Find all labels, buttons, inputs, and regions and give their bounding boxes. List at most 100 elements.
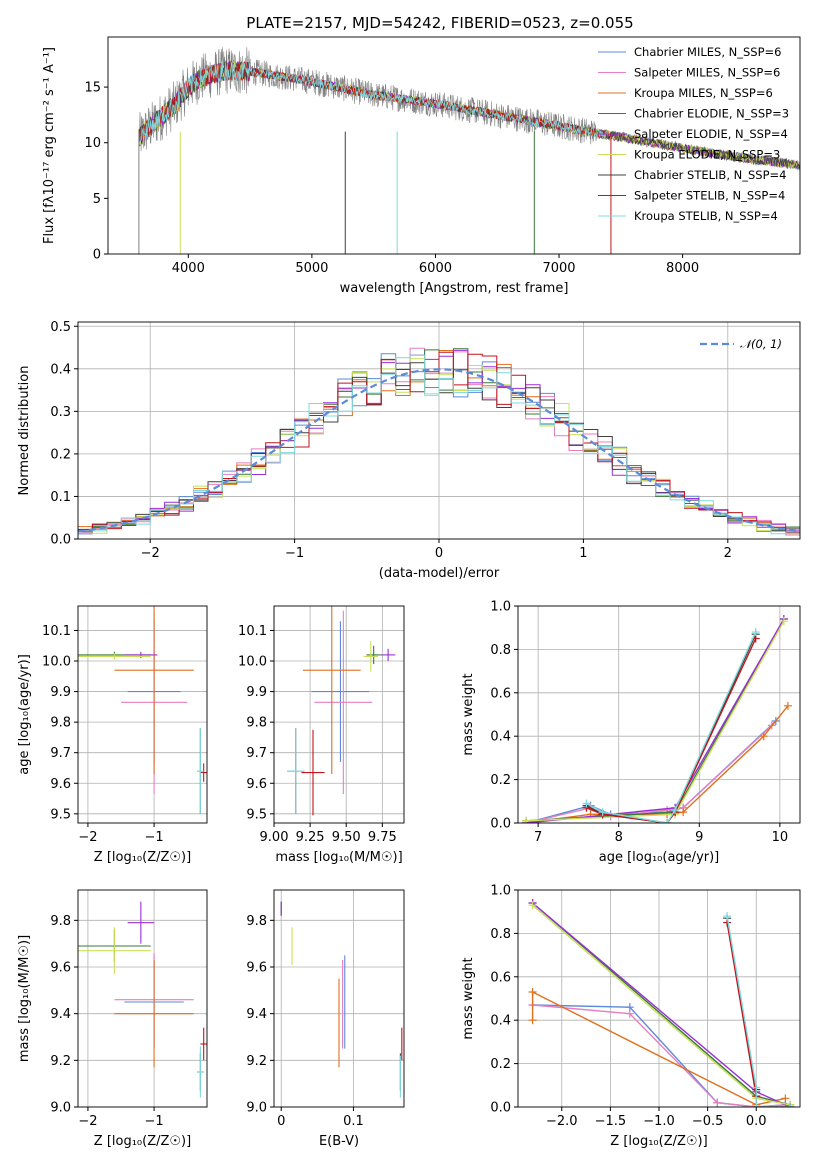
- series-chabrier-stelib: [586, 633, 757, 823]
- marker-kroupa-stelib: [723, 912, 732, 921]
- x-tick-label: −1.5: [595, 1114, 627, 1129]
- y-tick-label: 10.0: [42, 655, 71, 670]
- axes-frame: [77, 321, 801, 540]
- x-tick-label: 10: [772, 830, 789, 845]
- y-tick-label: 9.6: [50, 777, 71, 792]
- x-axis-label: Z [log₁₀(Z/Z☉)]: [94, 1134, 191, 1149]
- x-tick-label: 7000: [542, 261, 575, 276]
- y-tick-label: 0.8: [490, 927, 511, 942]
- x-tick-label: −2: [141, 546, 160, 561]
- y-tick-label: 0.6: [490, 686, 511, 701]
- normal-curve: [78, 368, 800, 533]
- marker-kroupa-stelib: [671, 805, 680, 814]
- x-tick-label: 9.25: [296, 830, 325, 845]
- error-bars: [280, 901, 403, 1098]
- legend-label: Kroupa MILES, N_SSP=6: [634, 86, 773, 100]
- y-tick-label: 9.8: [50, 914, 71, 929]
- y-tick-label: 9.6: [246, 777, 267, 792]
- y-axis-label: Normed distribution: [17, 366, 32, 496]
- marker-salpeter-miles: [713, 1098, 722, 1107]
- chart-4: 7 8 9 10 0.0 0.2 0.4 0.6 0.8 1.0 age [log₁₀(age/yr…: [461, 600, 801, 865]
- y-tick-label: 9.7: [50, 746, 71, 761]
- chart-6: 0 0.1 9.0 9.2 9.4 9.6 9.8 E(B-V): [246, 889, 405, 1149]
- series-salpeter-stelib: [586, 638, 757, 823]
- marker-kroupa-miles: [759, 732, 768, 741]
- x-tick-label: 9.00: [260, 830, 289, 845]
- y-tick-label: 0.1: [50, 490, 71, 505]
- marker-kroupa-stelib: [752, 1103, 761, 1107]
- error-bars: [78, 901, 207, 1098]
- marker-kroupa-miles: [781, 1094, 790, 1103]
- legend-label: Chabrier STELIB, N_SSP=4: [634, 168, 786, 182]
- y-axis-label: Flux [fλ10⁻¹⁷ erg cm⁻² s⁻¹ A⁻¹]: [42, 47, 57, 244]
- y-tick-label: 9.7: [246, 746, 267, 761]
- marker-kroupa-stelib: [752, 1083, 761, 1092]
- x-axis-label: (data-model)/error: [379, 566, 500, 581]
- x-tick-label: −0.5: [692, 1114, 724, 1129]
- chart-0: 4000 5000 6000 7000 8000 0 5 10 15 wavelength [An…: [42, 36, 801, 296]
- y-tick-label: 9.2: [246, 1054, 267, 1069]
- chart-7: −2.0 −1.5 −1.0 −0.5 0.0 0.0 0.2 0.4 0.6 0.8 1.0 Z […: [461, 884, 801, 1149]
- marker-kroupa-stelib: [751, 628, 760, 637]
- marker-kroupa-stelib: [786, 1103, 795, 1107]
- x-tick-label: 5000: [295, 261, 328, 276]
- x-tick-label: −1: [144, 1114, 163, 1129]
- marker-kroupa-stelib: [598, 808, 607, 817]
- axes-frame: [77, 889, 208, 1108]
- x-tick-label: 9.50: [332, 830, 361, 845]
- legend-label: Kroupa ELODIE, N_SSP=3: [634, 148, 780, 162]
- x-tick-label: 9: [695, 830, 703, 845]
- x-tick-label: 4000: [172, 261, 205, 276]
- weight-lines: [522, 615, 792, 823]
- x-tick-label: −1: [144, 830, 163, 845]
- marker-kroupa-miles: [528, 1016, 537, 1025]
- y-tick-label: 0.5: [50, 320, 71, 335]
- chart-5: −2 −1 9.0 9.2 9.4 9.6 9.8 Z [log₁₀(Z/Z☉)] mass […: [17, 889, 208, 1149]
- x-tick-label: 0.0: [746, 1114, 767, 1129]
- marker-kroupa-miles: [679, 808, 688, 817]
- y-tick-label: 10: [84, 136, 101, 151]
- legend-label: Chabrier MILES, N_SSP=6: [634, 45, 781, 59]
- legend-label: Chabrier ELODIE, N_SSP=3: [634, 107, 789, 121]
- y-tick-label: 10.1: [42, 624, 71, 639]
- x-tick-label: 9.75: [368, 830, 397, 845]
- chart-2: −2 −1 9.5 9.6 9.7 9.8 9.9 10.0 10.1 Z [log₁₀(Z/Z☉…: [17, 605, 208, 865]
- x-tick-label: −1: [285, 546, 304, 561]
- y-tick-label: 0.4: [490, 1014, 511, 1029]
- error-bars: [78, 606, 207, 814]
- y-tick-label: 0.8: [490, 643, 511, 658]
- model-spectrum-kroupa-stelib: [138, 61, 609, 145]
- marker-kroupa-miles: [783, 701, 792, 710]
- chart-1: −2 −1 0 1 2 0.0 0.1 0.2 0.3 0.4 0.5 (data-model)/er…: [17, 320, 801, 581]
- y-tick-label: 0.0: [490, 817, 511, 832]
- legend-label: Salpeter STELIB, N_SSP=4: [634, 189, 785, 203]
- y-tick-label: 9.2: [50, 1054, 71, 1069]
- y-tick-label: 9.8: [246, 914, 267, 929]
- series-kroupa-stelib: [586, 631, 757, 823]
- y-tick-label: 5: [93, 192, 101, 207]
- weight-lines: [528, 899, 795, 1107]
- marker-salpeter-miles: [625, 1009, 634, 1018]
- y-tick-label: 9.8: [50, 716, 71, 731]
- x-tick-label: 8: [615, 830, 623, 845]
- y-tick-label: 9.4: [50, 1007, 71, 1022]
- y-tick-label: 10.1: [238, 624, 267, 639]
- axes-frame: [273, 889, 405, 1108]
- histogram-salpeter-stelib: [78, 351, 800, 533]
- y-tick-label: 0: [93, 248, 101, 263]
- y-tick-label: 0.2: [490, 773, 511, 788]
- y-tick-label: 9.0: [246, 1101, 267, 1116]
- x-axis-label: Z [log₁₀(Z/Z☉)]: [94, 850, 191, 865]
- legend-label: Salpeter MILES, N_SSP=6: [634, 66, 780, 80]
- series-kroupa-miles: [526, 705, 789, 823]
- y-tick-label: 9.5: [246, 807, 267, 822]
- axes-frame: [77, 605, 208, 824]
- marker-kroupa-miles: [528, 987, 537, 996]
- y-tick-label: 0.3: [50, 405, 71, 420]
- axes-frame: [517, 889, 801, 1108]
- x-axis-label: age [log₁₀(age/yr)]: [599, 850, 720, 865]
- y-axis-label: mass weight: [461, 673, 476, 755]
- model-spectrum-salpeter-stelib: [138, 61, 609, 140]
- y-tick-label: 0.6: [490, 970, 511, 985]
